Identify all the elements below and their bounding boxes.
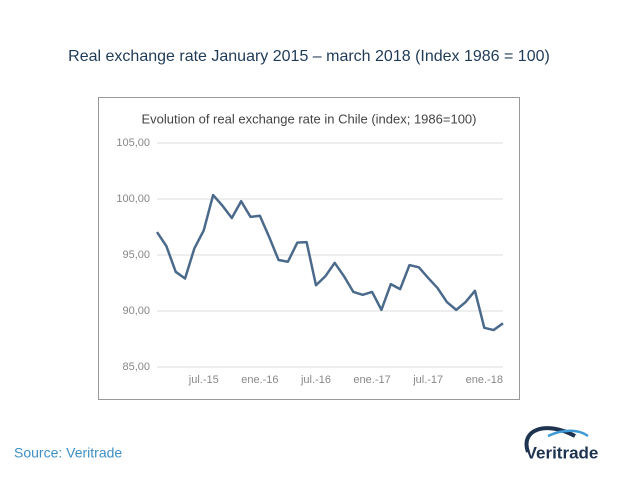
y-tick-label: 100,00 [116,193,150,205]
logo-text: Veritrade [526,443,599,462]
y-tick-label: 95,00 [122,249,150,261]
logo: Veritrade [524,426,599,462]
x-tick-label: jul.-15 [188,374,219,386]
x-tick-label: ene.-16 [241,374,278,386]
y-tick-label: 90,00 [122,305,150,317]
x-tick-label: ene.-17 [353,374,390,386]
x-tick-label: jul.-17 [412,374,443,386]
y-tick-label: 105,00 [116,137,150,149]
y-tick-label: 85,00 [122,361,150,373]
x-tick-label: ene.-18 [466,374,503,386]
page-title: Real exchange rate January 2015 – march … [68,48,550,65]
logo-swoosh [547,429,589,438]
chart-title: Evolution of real exchange rate in Chile… [142,111,477,126]
data-line [155,193,504,332]
source: Source: Veritrade [14,445,122,461]
x-tick-label: jul.-16 [300,374,331,386]
